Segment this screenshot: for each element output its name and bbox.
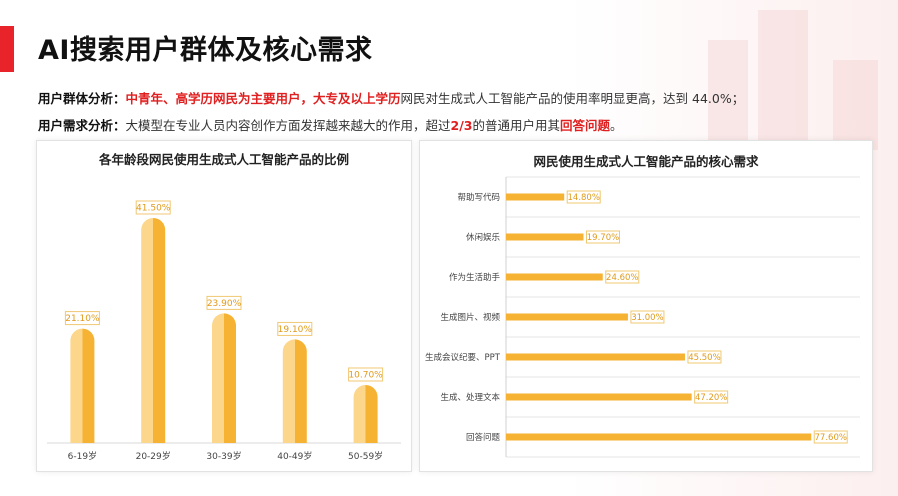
data-label: 23.90% [207, 299, 242, 309]
bar [506, 273, 603, 281]
bar [506, 313, 628, 321]
data-label: 14.80% [568, 193, 600, 203]
background-building [708, 40, 748, 150]
data-label-box [206, 295, 242, 310]
bar [282, 339, 307, 443]
age-chart-panel: 各年龄段网民使用生成式人工智能产品的比例 21.10% 6-19岁 41.50% 20… [36, 140, 412, 472]
data-label: 19.70% [587, 233, 619, 243]
data-label-box [277, 321, 313, 336]
highlight-main-users: 中青年、高学历网民为主要用户， [125, 91, 314, 106]
user-need-text-3: 。 [610, 118, 623, 133]
data-label-box [566, 190, 601, 204]
data-label: 24.60% [606, 273, 638, 283]
category-label: 20-29岁 [136, 450, 171, 462]
highlight-education: 大专及以上学历 [313, 91, 401, 106]
bar [506, 353, 685, 361]
data-label: 31.00% [631, 313, 663, 323]
highlight-answer-questions: 回答问题 [560, 118, 611, 133]
category-label: 生成会议纪要、PPT [425, 352, 501, 363]
user-group-text: 网民对生成式人工智能产品的使用率明显更高，达到 44.0%； [400, 91, 745, 106]
bar [506, 393, 692, 401]
category-label: 回答问题 [466, 432, 501, 443]
bar [212, 313, 236, 443]
user-group-label: 用户群体分析： [38, 91, 126, 106]
bar [506, 193, 565, 201]
bar [506, 233, 584, 241]
category-label: 帮助写代码 [457, 192, 500, 203]
data-label-box [687, 350, 722, 364]
user-need-analysis: 用户需求分析：大模型在专业人员内容创作方面发挥越来越大的作用，超过2/3的普通用… [38, 115, 623, 134]
background-building [758, 10, 808, 150]
category-label: 休闲娱乐 [466, 232, 501, 243]
category-label: 6-19岁 [68, 450, 97, 462]
category-label: 作为生活助手 [449, 272, 501, 283]
bar [141, 217, 166, 443]
needs-chart-title: 网民使用生成式人工智能产品的核心需求 [533, 154, 759, 169]
page-title: AI搜索用户群体及核心需求 [38, 35, 373, 66]
data-label: 41.50% [136, 203, 171, 213]
data-label-box [630, 310, 665, 324]
data-label-box [605, 270, 640, 284]
data-label: 10.70% [348, 370, 383, 380]
category-label: 生成图片、视频 [440, 312, 500, 323]
user-group-analysis: 用户群体分析：中青年、高学历网民为主要用户，大专及以上学历网民对生成式人工智能产… [38, 88, 744, 107]
category-label: 50-59岁 [348, 450, 383, 462]
category-label: 40-49岁 [277, 450, 312, 462]
data-label-box [813, 430, 848, 444]
age-chart-title: 各年龄段网民使用生成式人工智能产品的比例 [98, 152, 349, 167]
data-label-box [694, 390, 729, 404]
data-label: 47.20% [695, 393, 727, 403]
user-need-text-1: 大模型在专业人员内容创作方面发挥越来越大的作用，超过 [125, 118, 451, 133]
user-need-label: 用户需求分析： [38, 118, 126, 133]
data-label: 45.50% [688, 353, 720, 363]
category-label: 30-39岁 [206, 450, 241, 462]
category-label: 生成、处理文本 [440, 392, 500, 403]
accent-bar [0, 26, 14, 72]
bar [353, 384, 378, 443]
needs-bar-chart: 14.80% 帮助写代码 19.70% 休闲娱乐 24.60% 作为生活助手 31.00% 生… [425, 176, 860, 458]
data-label-box [585, 230, 620, 244]
data-label: 77.60% [815, 433, 847, 443]
highlight-two-thirds: 2/3 [450, 118, 473, 133]
data-label-box [135, 200, 171, 215]
data-label: 19.10% [278, 325, 313, 335]
age-bar-chart: 21.10% 6-19岁 41.50% 20-29岁 23.90% 30-39岁 19.10… [47, 200, 401, 462]
background-building [833, 60, 878, 150]
bar [506, 433, 812, 441]
needs-chart-panel: 网民使用生成式人工智能产品的核心需求 14.80% 帮助写代码 19.70% 休闲娱乐… [419, 140, 873, 472]
bar [70, 328, 95, 443]
data-label: 21.10% [65, 314, 100, 324]
data-label-box [348, 367, 384, 382]
user-need-text-2: 的普通用户用其 [472, 118, 561, 133]
data-label-box [64, 311, 100, 326]
